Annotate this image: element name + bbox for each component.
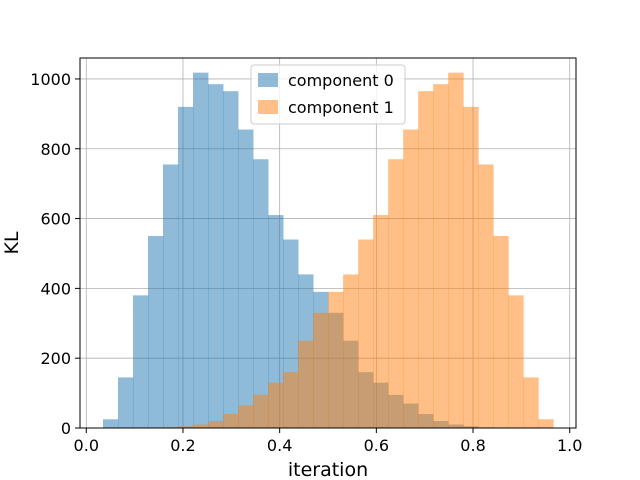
x-tick-label: 0.2 <box>170 436 195 455</box>
histogram-bar <box>238 129 254 428</box>
histogram-bar <box>538 419 554 428</box>
x-axis-label: iteration <box>288 459 368 480</box>
y-tick-label: 600 <box>40 210 71 229</box>
axis-ticks: 0.0 0.2 0.4 0.6 0.8 1.0 0 200 400 600 800 1000 <box>30 70 582 455</box>
histogram-bar <box>223 91 239 429</box>
histogram-bar <box>268 382 284 428</box>
histogram-bar <box>208 84 224 428</box>
histogram-bar <box>403 129 419 428</box>
histogram-bar <box>102 419 119 428</box>
histogram-bar <box>463 106 479 429</box>
histogram-bar <box>358 239 374 428</box>
histogram-bar <box>388 159 404 428</box>
histogram-bar <box>223 414 239 428</box>
histogram-bar <box>508 295 524 428</box>
histogram-bar <box>418 91 434 429</box>
histogram-bar <box>478 164 494 428</box>
x-tick-label: 0.0 <box>74 436 99 455</box>
plot-frame <box>79 57 577 429</box>
series-1-bars <box>147 72 554 429</box>
x-tick-label: 0.4 <box>267 436 292 455</box>
legend-swatch-component-0 <box>258 73 278 87</box>
histogram-bars <box>102 72 554 429</box>
histogram-bar <box>132 295 149 428</box>
histogram-bar <box>208 421 224 428</box>
histogram-bar <box>433 84 449 428</box>
x-tick-label: 1.0 <box>557 436 582 455</box>
histogram-bar <box>193 72 209 429</box>
histogram-bar <box>493 236 509 428</box>
histogram-bar <box>253 159 269 428</box>
y-tick-label: 0 <box>61 419 71 438</box>
histogram-bar <box>298 340 314 428</box>
x-tick-label: 0.8 <box>460 436 485 455</box>
legend-label-component-1: component 1 <box>288 98 394 117</box>
y-tick-label: 1000 <box>30 70 71 89</box>
histogram-bar <box>163 164 179 428</box>
y-tick-label: 200 <box>40 349 71 368</box>
histogram-bar <box>268 215 284 428</box>
histogram-bar <box>147 236 164 428</box>
y-axis-label: KL <box>1 231 23 254</box>
histogram-bar <box>178 426 194 428</box>
histogram-bar <box>448 72 464 429</box>
legend-swatch-component-1 <box>258 100 278 114</box>
histogram-bar <box>193 424 209 428</box>
y-tick-label: 400 <box>40 279 71 298</box>
histogram-bar <box>328 291 344 428</box>
histogram-bar <box>283 372 299 428</box>
legend-label-component-0: component 0 <box>288 71 394 90</box>
histogram-bar <box>523 377 539 428</box>
histogram-bar <box>117 377 134 428</box>
x-tick-label: 0.6 <box>364 436 389 455</box>
y-tick-label: 800 <box>40 140 71 159</box>
histogram-bar <box>253 394 269 428</box>
legend: component 0 component 1 <box>250 64 406 125</box>
histogram-bar <box>313 312 329 428</box>
histogram-bar <box>238 405 254 428</box>
histogram-bar <box>343 274 359 428</box>
legend-box <box>250 64 406 125</box>
histogram-bar <box>178 106 194 429</box>
histogram-bar <box>373 215 389 428</box>
